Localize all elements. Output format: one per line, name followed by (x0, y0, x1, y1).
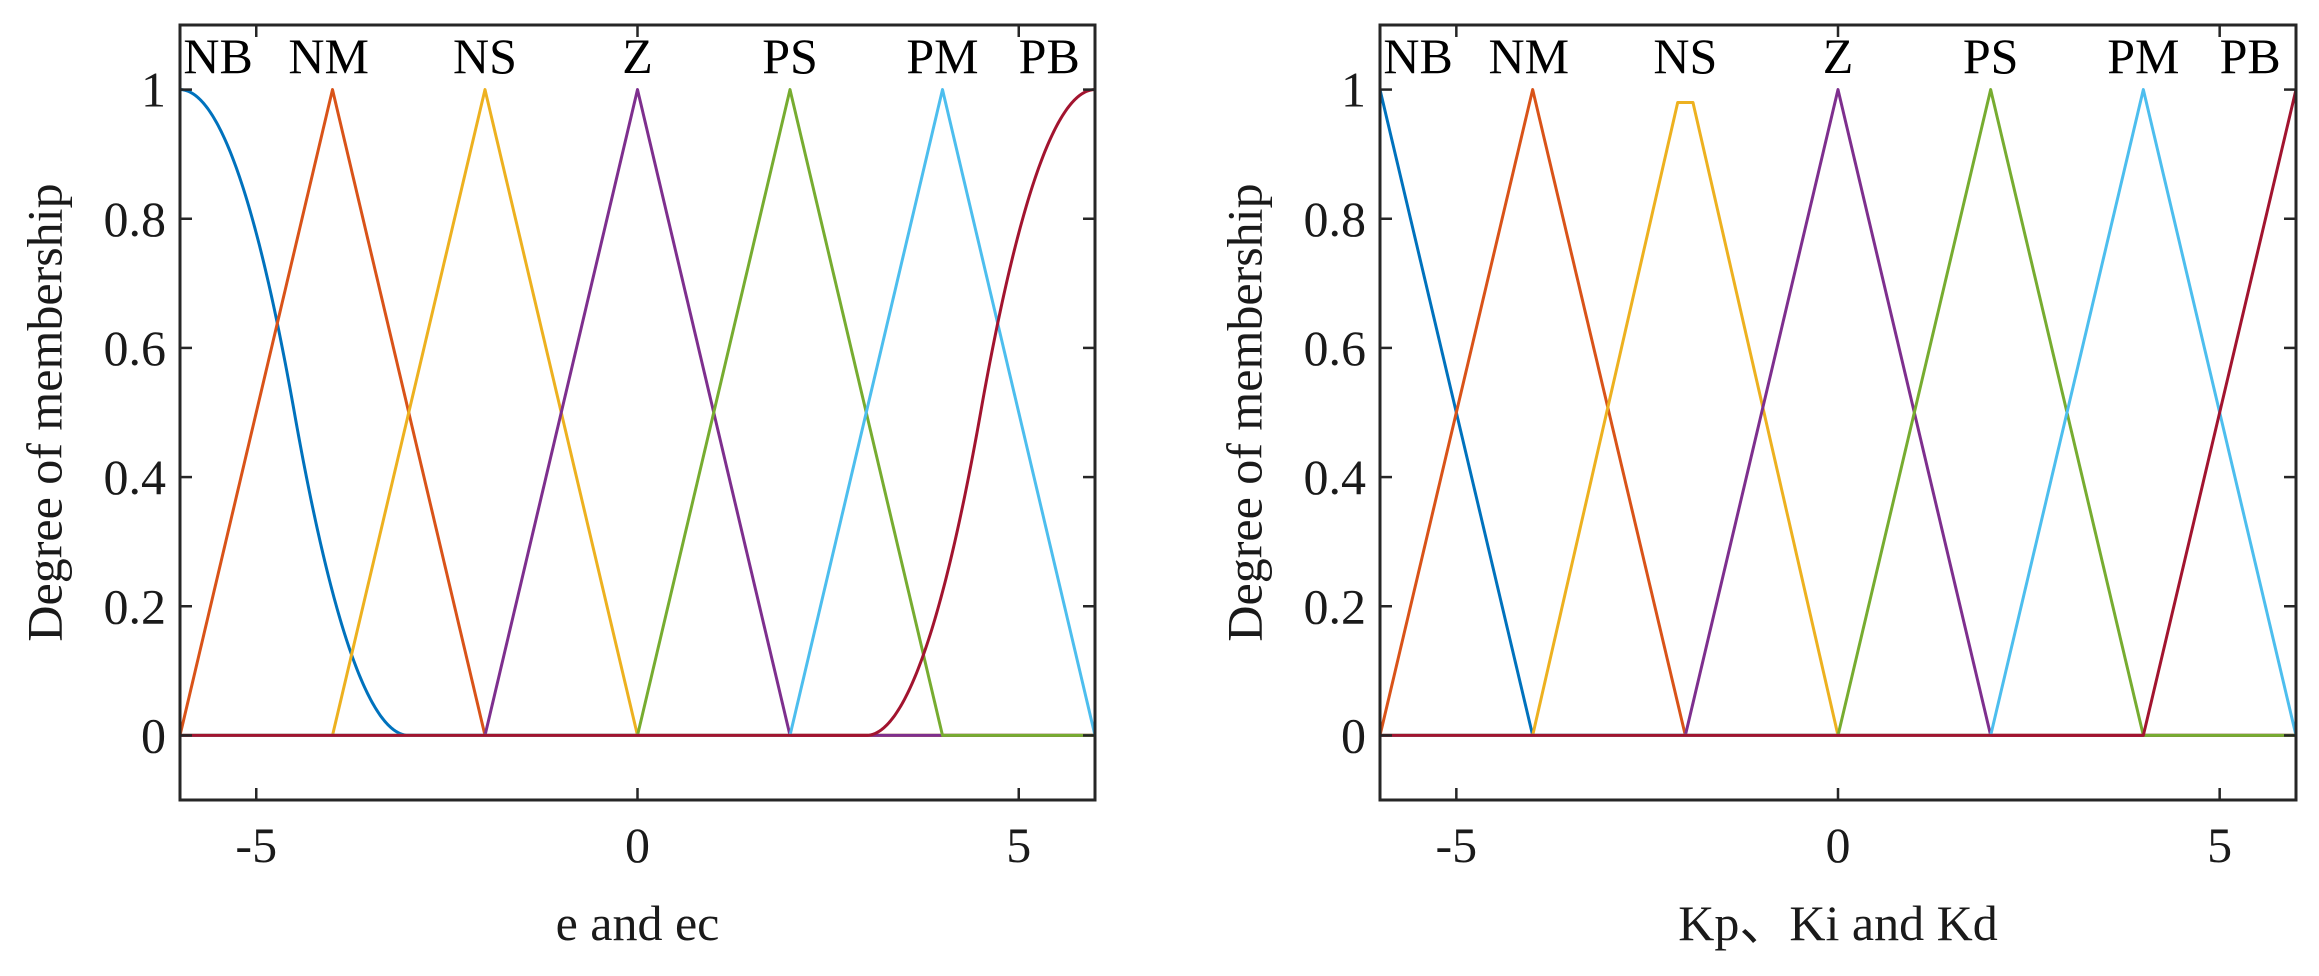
x-tick-label: 0 (1826, 817, 1851, 873)
x-tick-label: -5 (1436, 817, 1478, 873)
series-line-ps (180, 88, 1095, 737)
y-axis-label: Degree of membership (16, 183, 72, 641)
series-line-nb (1380, 89, 2296, 737)
y-axis-label: Degree of membership (1216, 183, 1272, 641)
chart-panel-1: -5 0 5 0 0.2 0.4 0.6 0.8 1 NB NM NS Z PS PM PB e and ec D… (16, 23, 1097, 951)
set-label-z: Z (1823, 28, 1854, 84)
x-axis-label: e and ec (556, 895, 720, 951)
y-tick-label: 1 (1341, 62, 1366, 118)
x-tick-label: 5 (2207, 817, 2232, 873)
series-line-ps (1380, 88, 2296, 737)
x-tick-label: 5 (1006, 817, 1031, 873)
series-line-pb (180, 88, 1095, 737)
series-line-z (1380, 88, 2296, 737)
y-tick-label: 0.6 (1304, 320, 1367, 376)
y-tick-label: 1 (141, 62, 166, 118)
series-line-nm (180, 88, 1095, 737)
series-line-pb (1380, 89, 2296, 737)
set-label-ps: PS (762, 28, 818, 84)
set-label-nb: NB (183, 28, 252, 84)
set-label-z: Z (622, 28, 653, 84)
y-tick-label: 0.2 (104, 578, 167, 634)
set-label-ps: PS (1963, 28, 2019, 84)
series-lines (1380, 88, 2296, 737)
x-tick-label: 0 (625, 817, 650, 873)
series-line-nb (180, 88, 1095, 737)
x-axis-label: Kp、Ki and Kd (1678, 895, 1997, 951)
set-label-pb: PB (1019, 28, 1080, 84)
series-line-z (180, 88, 1095, 737)
set-label-ns: NS (453, 28, 517, 84)
set-label-nb: NB (1383, 28, 1452, 84)
set-label-pm: PM (906, 28, 978, 84)
set-label-nm: NM (1489, 28, 1570, 84)
y-tick-label: 0.8 (1304, 191, 1367, 247)
chart-panel-2: -5 0 5 0 0.2 0.4 0.6 0.8 1 NB NM NS Z PS PM PB Kp、Ki and… (1216, 23, 2298, 951)
set-label-ns: NS (1653, 28, 1717, 84)
y-tick-label: 0.6 (104, 320, 167, 376)
y-tick-label: 0.2 (1304, 578, 1367, 634)
set-label-nm: NM (288, 28, 369, 84)
series-line-pm (1380, 88, 2296, 737)
y-tick-label: 0 (141, 707, 166, 763)
series-line-ns (1380, 101, 2296, 737)
set-label-pm: PM (2107, 28, 2179, 84)
plot-frame (178, 23, 1097, 802)
y-tick-label: 0.4 (104, 449, 167, 505)
series-lines (180, 88, 1095, 737)
y-tick-label: 0.4 (1304, 449, 1367, 505)
plot-frame (1378, 23, 2298, 802)
series-line-pm (180, 88, 1095, 737)
series-line-nm (1380, 88, 2296, 737)
y-tick-label: 0.8 (104, 191, 167, 247)
y-tick-label: 0 (1341, 707, 1366, 763)
series-line-ns (180, 88, 1095, 737)
set-label-pb: PB (2220, 28, 2281, 84)
x-tick-label: -5 (235, 817, 277, 873)
